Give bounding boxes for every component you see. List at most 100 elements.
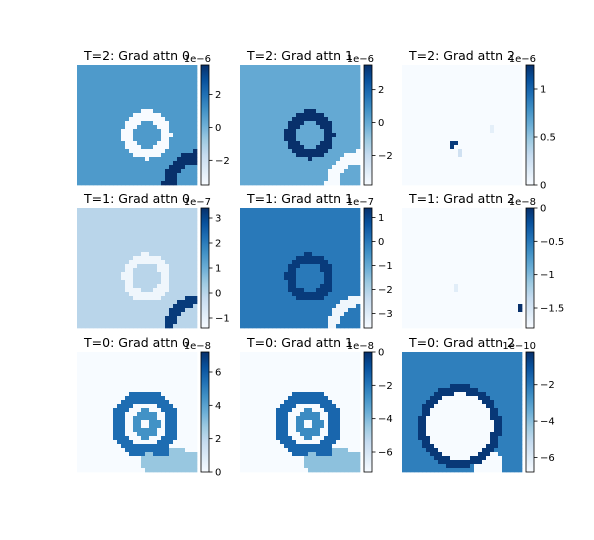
heatmap-cell (177, 240, 181, 244)
heatmap-cell (506, 216, 510, 220)
heatmap-cell (248, 216, 252, 220)
heatmap-cell (304, 125, 308, 129)
heatmap-cell (193, 268, 197, 272)
heatmap-cell (510, 121, 514, 125)
heatmap-cell (486, 252, 490, 256)
heatmap-cell (430, 141, 434, 145)
heatmap-cell (105, 173, 109, 177)
heatmap-cell (438, 145, 442, 149)
heatmap-cell (288, 248, 292, 252)
heatmap-cell (454, 141, 458, 145)
heatmap-cell (189, 129, 193, 133)
heatmap-cell (348, 169, 352, 173)
heatmap-cell (324, 292, 328, 296)
heatmap-cell (356, 232, 360, 236)
heatmap-cell (169, 181, 173, 185)
heatmap-cell (125, 224, 129, 228)
heatmap-cell (240, 133, 244, 137)
heatmap-cell (109, 125, 113, 129)
heatmap-cell (240, 117, 244, 121)
heatmap-cell (149, 216, 153, 220)
heatmap-cell (458, 157, 462, 161)
heatmap-cell (352, 264, 356, 268)
heatmap-cell (141, 288, 145, 292)
heatmap-cell (177, 69, 181, 73)
heatmap-cell (109, 73, 113, 77)
heatmap-cell (418, 173, 422, 177)
heatmap-cell (189, 81, 193, 85)
heatmap-cell (189, 212, 193, 216)
heatmap-cell (312, 161, 316, 165)
heatmap-cell (113, 181, 117, 185)
heatmap-cell (316, 77, 320, 81)
heatmap-cell (105, 65, 109, 69)
heatmap-cell (498, 137, 502, 141)
heatmap-cell (149, 272, 153, 276)
heatmap-cell (85, 228, 89, 232)
heatmap-cell (320, 161, 324, 165)
heatmap-cell (149, 109, 153, 113)
heatmap-cell (490, 240, 494, 244)
heatmap-cell (446, 173, 450, 177)
heatmap-cell (462, 85, 466, 89)
heatmap-cell (280, 181, 284, 185)
heatmap-cell (252, 145, 256, 149)
heatmap-cell (268, 69, 272, 73)
heatmap-cell (406, 77, 410, 81)
heatmap-cell (117, 121, 121, 125)
heatmap-cell (494, 73, 498, 77)
heatmap-cell (284, 133, 288, 137)
heatmap-cell (446, 89, 450, 93)
heatmap-cell (486, 220, 490, 224)
heatmap-cell (77, 308, 81, 312)
heatmap-cell (288, 316, 292, 320)
heatmap-cell (177, 121, 181, 125)
heatmap-cell (181, 256, 185, 260)
heatmap-cell (498, 224, 502, 228)
heatmap-cell (101, 272, 105, 276)
heatmap-cell (454, 97, 458, 101)
heatmap-cell (97, 308, 101, 312)
heatmap-cell (344, 125, 348, 129)
heatmap-cell (125, 109, 129, 113)
heatmap-cell (402, 81, 406, 85)
heatmap-cell (256, 121, 260, 125)
heatmap-cell (109, 149, 113, 153)
heatmap-cell (165, 320, 169, 324)
heatmap-cell (165, 304, 169, 308)
heatmap-cell (268, 121, 272, 125)
heatmap-cell (312, 121, 316, 125)
heatmap-cell (434, 212, 438, 216)
heatmap-cell (438, 97, 442, 101)
heatmap-cell (402, 212, 406, 216)
heatmap-cell (268, 240, 272, 244)
heatmap-cell (161, 101, 165, 105)
heatmap-cell (165, 109, 169, 113)
heatmap-cell (442, 177, 446, 181)
heatmap-cell (268, 216, 272, 220)
heatmap-cell (324, 181, 328, 185)
heatmap-cell (189, 208, 193, 212)
heatmap-cell (109, 81, 113, 85)
heatmap-cell (133, 244, 137, 248)
heatmap-cell (352, 220, 356, 224)
heatmap-cell (268, 264, 272, 268)
heatmap-cell (272, 169, 276, 173)
heatmap-cell (292, 248, 296, 252)
heatmap-cell (260, 220, 264, 224)
heatmap-cell (109, 308, 113, 312)
heatmap-cell (296, 236, 300, 240)
heatmap-cell (97, 169, 101, 173)
heatmap-cell (506, 169, 510, 173)
heatmap-cell (97, 288, 101, 292)
heatmap-cell (101, 208, 105, 212)
heatmap-cell (240, 284, 244, 288)
heatmap-cell (145, 169, 149, 173)
heatmap-cell (514, 248, 518, 252)
heatmap-cell (165, 141, 169, 145)
heatmap-cell (133, 113, 137, 117)
heatmap-cell (506, 236, 510, 240)
heatmap-cell (430, 153, 434, 157)
heatmap-cell (284, 224, 288, 228)
heatmap-cell (308, 181, 312, 185)
